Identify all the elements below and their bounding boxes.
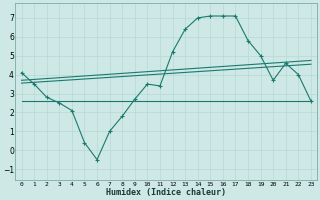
X-axis label: Humidex (Indice chaleur): Humidex (Indice chaleur) (106, 188, 226, 197)
